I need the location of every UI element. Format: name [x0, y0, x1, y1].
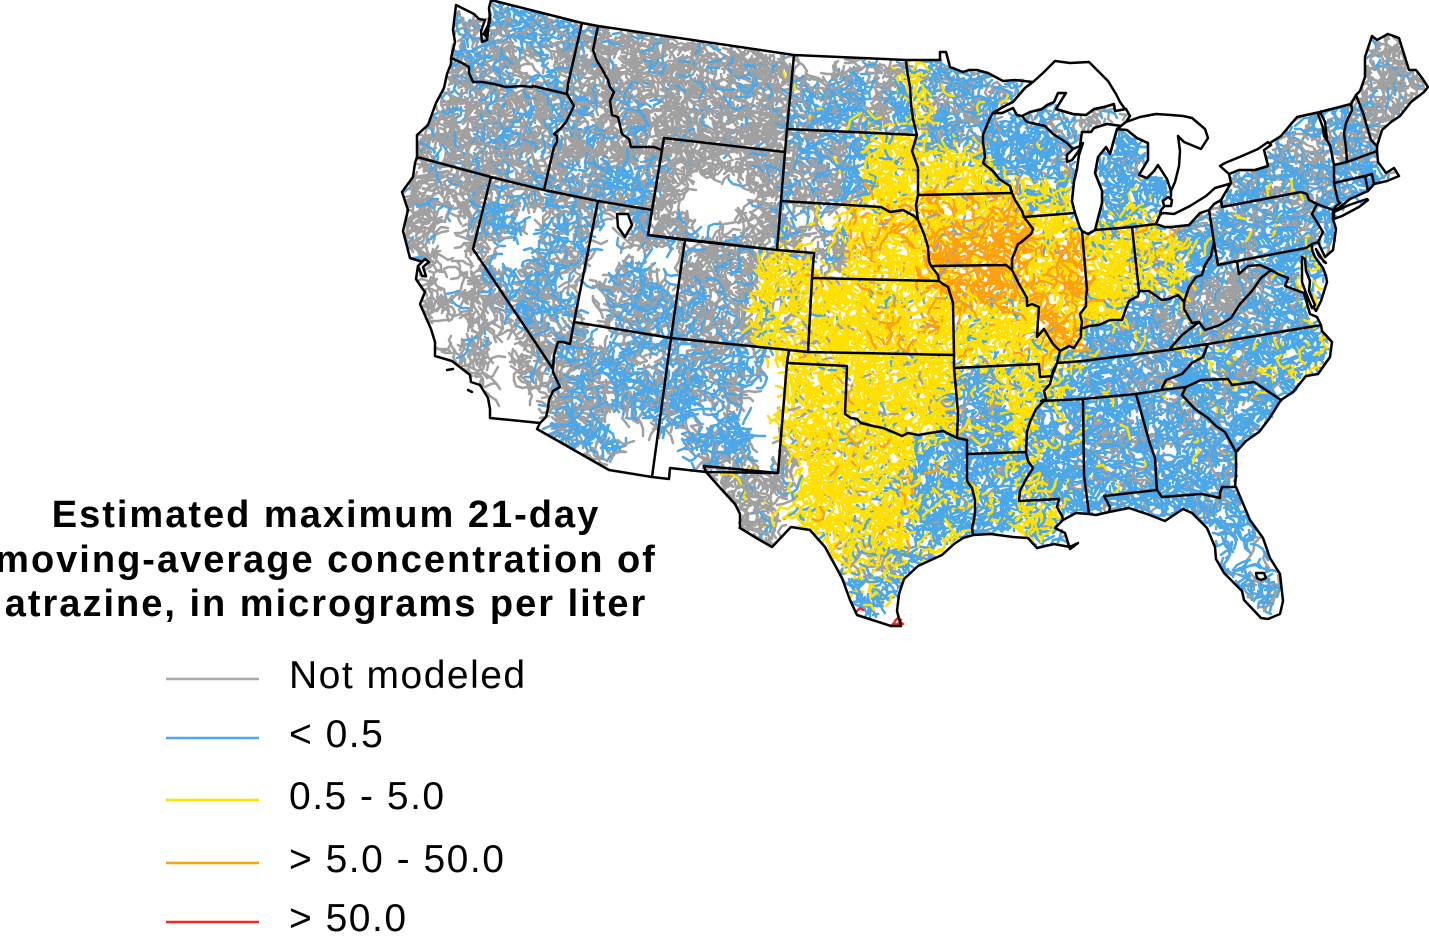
svg-text:moving-average concentration o: moving-average concentration of	[0, 539, 657, 581]
svg-text:Estimated maximum 21-day: Estimated maximum 21-day	[52, 494, 601, 536]
svg-text:< 0.5: < 0.5	[289, 713, 384, 756]
svg-text:> 5.0 - 50.0: > 5.0 - 50.0	[289, 838, 505, 881]
svg-text:> 50.0: > 50.0	[289, 897, 408, 940]
svg-text:0.5 - 5.0: 0.5 - 5.0	[289, 775, 446, 818]
svg-text:atrazine, in micrograms per li: atrazine, in micrograms per liter	[5, 583, 648, 625]
svg-text:Not modeled: Not modeled	[289, 654, 527, 697]
